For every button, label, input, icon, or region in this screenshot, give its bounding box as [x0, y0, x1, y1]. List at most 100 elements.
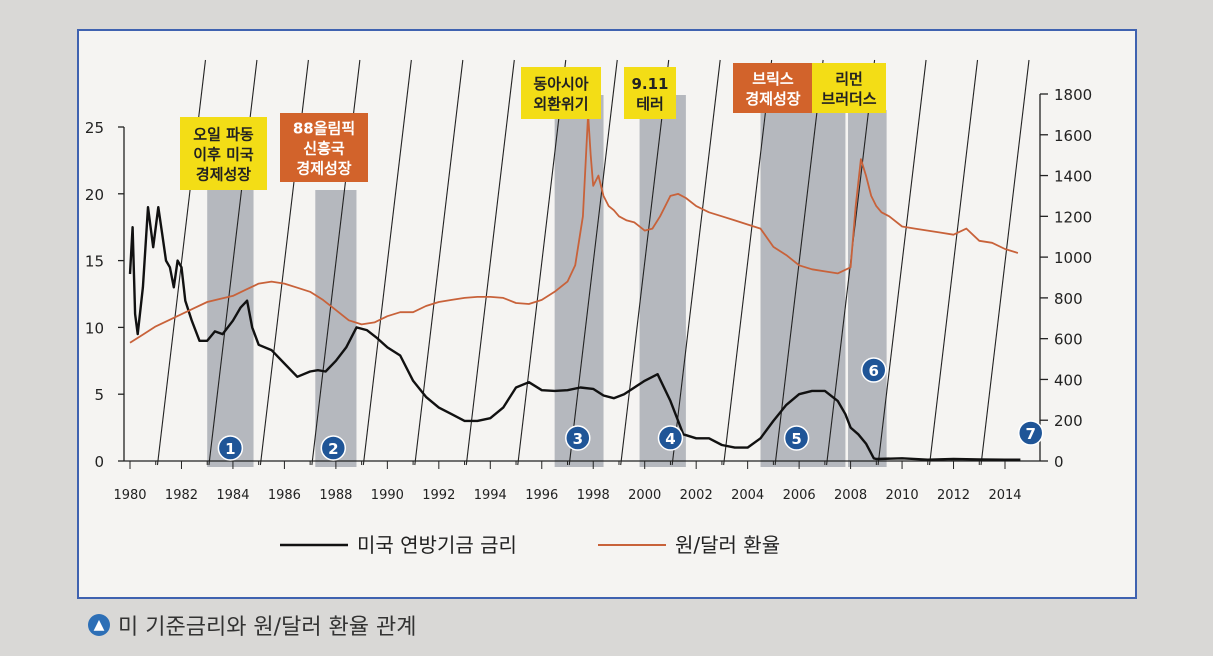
gridline-1996 — [517, 59, 567, 466]
annotation-box-2 — [280, 113, 368, 182]
right-tick-label: 800 — [1054, 290, 1083, 308]
left-tick-label: 20 — [85, 186, 104, 204]
left-tick-label: 25 — [85, 119, 104, 137]
right-tick-label: 1000 — [1054, 249, 1092, 267]
annotation-text: 이후 미국 — [193, 146, 254, 164]
period-badge-2 — [320, 435, 347, 461]
x-tick-label-1990: 1990 — [371, 488, 404, 503]
gridline-1994 — [465, 59, 515, 466]
legend-label-fed: 미국 연방기금 금리 — [357, 533, 517, 557]
x-tick-label-1988: 1988 — [319, 488, 352, 503]
x-tick-label-1980: 1980 — [113, 488, 146, 503]
left-tick-label: 10 — [85, 319, 104, 337]
period-badge-label-2: 2 — [328, 440, 338, 458]
x-tick-label-2010: 2010 — [886, 488, 919, 503]
annotation-text: 동아시아 — [533, 75, 588, 93]
right-tick-label: 600 — [1054, 331, 1083, 349]
x-tick-label-1992: 1992 — [422, 488, 455, 503]
gridline-2002 — [671, 59, 721, 466]
figure-caption: ▲ 미 기준금리와 원/달러 환율 관계 — [88, 610, 417, 640]
krw-usd-rate-line — [129, 113, 1019, 344]
annotation-box-5 — [733, 63, 813, 113]
x-tick-label-2008: 2008 — [834, 488, 867, 503]
x-tick-label-1986: 1986 — [268, 488, 301, 503]
x-tick-label-2000: 2000 — [628, 488, 661, 503]
x-tick-label-2004: 2004 — [731, 488, 764, 503]
shaded-period-1 — [207, 190, 254, 467]
shaded-period-5 — [760, 110, 846, 467]
gridline-2012 — [928, 59, 979, 466]
period-badges: 1 2 3 4 5 6 7 — [217, 357, 1044, 461]
gridline-2014 — [980, 59, 1030, 466]
right-tick-label: 1800 — [1054, 86, 1092, 104]
legend-label-krw: 원/달러 환율 — [675, 533, 780, 557]
x-tick-label-1994: 1994 — [474, 488, 507, 503]
left-tick-label: 5 — [94, 386, 104, 404]
period-badge-5 — [783, 425, 810, 451]
annotation-text: 신흥국 — [303, 140, 345, 158]
shaded-periods — [207, 95, 887, 467]
right-tick-label: 1400 — [1054, 168, 1092, 186]
annotation-text: 오일 파동 — [193, 126, 254, 144]
series-lines — [128, 113, 1021, 461]
left-tick-label: 15 — [85, 253, 104, 271]
gridline-1990 — [362, 59, 412, 466]
annotation-text: 경제성장 — [296, 160, 351, 178]
x-tick-label-1996: 1996 — [525, 488, 558, 503]
period-badge-7 — [1017, 420, 1044, 446]
right-tick-label: 0 — [1054, 453, 1064, 471]
annotation-box-3 — [521, 67, 601, 119]
x-tick-label-1982: 1982 — [165, 488, 198, 503]
right-tick-label: 1200 — [1054, 208, 1092, 226]
period-badge-label-1: 1 — [225, 440, 235, 458]
period-badge-4 — [657, 425, 684, 451]
left-tick-label: 0 — [94, 453, 104, 471]
annotation-box-1 — [180, 117, 267, 190]
annotation-text: 테러 — [636, 95, 664, 113]
shaded-period-3 — [554, 95, 604, 467]
caption-text: 미 기준금리와 원/달러 환율 관계 — [118, 615, 417, 640]
period-badge-6 — [861, 357, 887, 383]
up-arrow-icon: ▲ — [88, 614, 110, 636]
period-badge-label-7: 7 — [1026, 425, 1036, 443]
gridline-2010 — [877, 59, 927, 466]
annotation-text: 브러더스 — [821, 90, 876, 108]
axes: 0510152025020040060080010001200140016001… — [85, 86, 1092, 503]
x-tick-label-1998: 1998 — [577, 488, 610, 503]
gridline-1998 — [568, 59, 618, 466]
x-tick-label-2012: 2012 — [937, 488, 970, 503]
period-badge-label-3: 3 — [573, 430, 583, 448]
x-tick-label-2014: 2014 — [988, 488, 1021, 503]
annotation-text: 브릭스 — [752, 70, 794, 88]
period-badge-1 — [217, 435, 244, 461]
gridline-1992 — [414, 59, 464, 466]
x-tick-label-1984: 1984 — [216, 488, 249, 503]
right-tick-label: 1600 — [1054, 127, 1092, 145]
x-tick-label-2006: 2006 — [783, 488, 816, 503]
annotation-box-6 — [812, 63, 886, 113]
fed-funds-rate-line — [128, 206, 1021, 461]
period-badge-label-5: 5 — [791, 430, 801, 448]
shaded-period-2 — [315, 190, 357, 467]
annotation-text: 88올림픽 — [293, 120, 355, 138]
gridline-2006 — [774, 59, 824, 466]
period-badge-3 — [565, 425, 591, 451]
annotation-text: 경제성장 — [196, 166, 251, 184]
shaded-period-6 — [848, 110, 887, 467]
chart-svg: 0510152025020040060080010001200140016001… — [77, 29, 1137, 599]
annotation-text: 9.11 — [631, 75, 668, 93]
annotation-text: 리먼 — [835, 70, 863, 88]
right-tick-label: 400 — [1054, 371, 1083, 389]
gridline-2004 — [723, 59, 773, 466]
period-badge-label-6: 6 — [869, 362, 879, 380]
shaded-period-4 — [639, 95, 686, 467]
annotation-box-4 — [624, 67, 676, 119]
right-tick-label: 200 — [1054, 412, 1083, 430]
gridline-2000 — [620, 59, 670, 466]
period-badge-label-4: 4 — [665, 430, 675, 448]
annotation-text: 외환위기 — [533, 95, 588, 113]
x-tick-label-2002: 2002 — [680, 488, 713, 503]
legend: 미국 연방기금 금리 원/달러 환율 — [280, 533, 780, 557]
